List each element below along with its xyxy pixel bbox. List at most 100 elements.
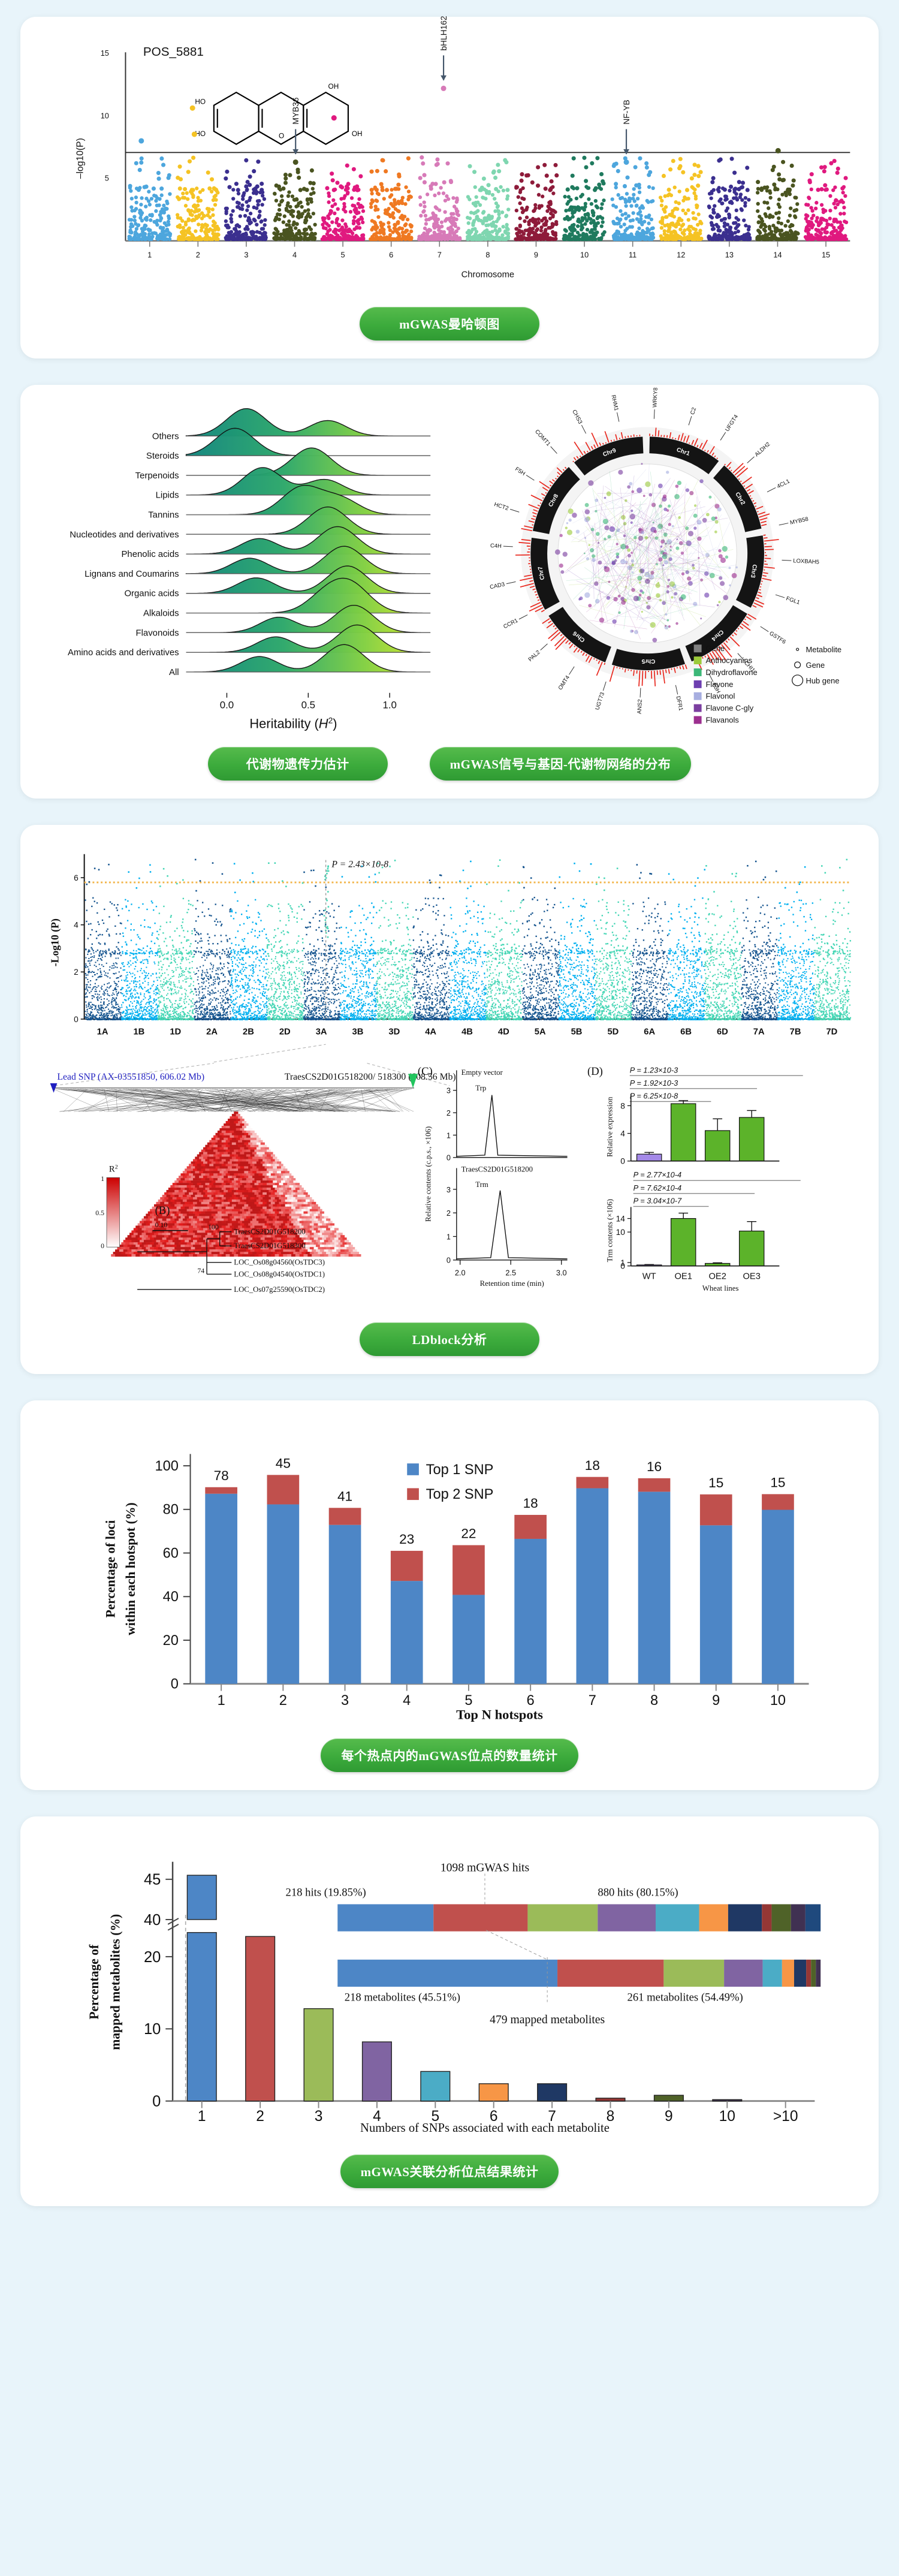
svg-text:Steroids: Steroids — [146, 451, 179, 461]
pill-mgwas-stats[interactable]: mGWAS关联分析位点结果统计 — [340, 2155, 559, 2188]
svg-text:Tannins: Tannins — [148, 511, 179, 520]
svg-text:Gene: Gene — [806, 661, 825, 670]
svg-text:3: 3 — [244, 250, 248, 259]
pill-row-mapped: mGWAS关联分析位点结果统计 — [37, 2155, 862, 2188]
mapped-overlay: 1098 mGWAS hits 218 hits (19.85%) 880 hi… — [285, 1861, 821, 2026]
svg-text:8: 8 — [485, 250, 490, 259]
overlay-label-left-top: 218 hits (19.85%) — [285, 1887, 366, 1899]
svg-text:7: 7 — [438, 250, 442, 259]
panel-b-tag: (B) — [155, 1204, 170, 1217]
pill-network-distribution[interactable]: mGWAS信号与基因-代谢物网络的分布 — [429, 747, 692, 781]
mapped-bar-chart: 0 10 20 40 45 1 2 3 4 5 6 7 8 9 10 >10 Percentage of m… — [37, 1832, 862, 2144]
svg-text:Gene: Gene — [706, 644, 725, 653]
svg-text:GSTF6: GSTF6 — [768, 630, 787, 646]
svg-text:HCT2: HCT2 — [493, 501, 509, 512]
gene-position-arrow-icon — [408, 1074, 418, 1088]
panel-b-phylogeny: (B) 0.10 100 74 TraesCS2D01G518200 — [137, 1204, 325, 1294]
panel-d-top-pvalues: P = 1.23×10-3P = 1.92×10-3P = 6.25×10-8 — [629, 1065, 803, 1102]
tree-branches — [137, 1231, 232, 1290]
panel-d-category-labels: WT OE1 OE2 OE3 — [642, 1272, 761, 1281]
svg-text:CCR1: CCR1 — [502, 617, 519, 631]
tree-leaf-2: LOC_Os08g04560(OsTDC3) — [234, 1258, 325, 1267]
card-ldblock: 0 2 4 6 -Log10 (P) 1A 1B 1D 2A 2B 2D 3A 3B 3D 4A 4B 4D… — [20, 825, 879, 1374]
svg-text:LOXBAH5: LOXBAH5 — [793, 558, 819, 565]
ridgeline-svg: Others Steroids Terpenoids Lipids Tannins Nuc… — [68, 408, 431, 731]
svg-text:1: 1 — [147, 250, 152, 259]
svg-text:O: O — [279, 132, 284, 140]
pill-heritability[interactable]: 代谢物遗传力估计 — [207, 747, 388, 781]
r2-color-key: R2 1 0.5 0 — [95, 1164, 120, 1250]
manhattan-xlabel: Chromosome — [461, 270, 514, 280]
svg-text:OH: OH — [352, 130, 363, 138]
svg-text:15: 15 — [101, 49, 109, 58]
panel-c-tag: (C) — [418, 1065, 433, 1078]
svg-text:WRKY8: WRKY8 — [651, 387, 659, 408]
pill-ldblock[interactable]: LDblock分析 — [360, 1322, 539, 1356]
panel-c-ylabel: Relative contents (c.p.s., ×106) — [424, 1126, 433, 1222]
card-mapped-metabolites: 0 10 20 40 45 1 2 3 4 5 6 7 8 9 10 >10 Percentage of m… — [20, 1816, 879, 2206]
tree-leaf-0: TraesCS2D01G518200 — [234, 1228, 305, 1236]
svg-text:F5H: F5H — [514, 466, 526, 477]
svg-text:11: 11 — [629, 250, 636, 259]
ld-fan-lines — [53, 1089, 414, 1112]
svg-text:5: 5 — [341, 250, 345, 259]
overlay-stacked-bar-top — [337, 1904, 821, 1932]
svg-text:UFGT4: UFGT4 — [724, 414, 740, 433]
svg-text:Flavone: Flavone — [706, 680, 734, 689]
svg-text:NF-YB: NF-YB — [622, 100, 631, 124]
svg-text:2: 2 — [74, 968, 79, 977]
heritability-ridgeline: Others Steroids Terpenoids Lipids Tannins Nuc… — [37, 400, 442, 736]
ld-chromosome-labels: 1A 1B 1D 2A 2B 2D 3A 3B 3D 4A 4B 4D 5A 5B 5D 6A 6B 6D 7A 7B… — [97, 1027, 838, 1037]
axis-break-icon — [167, 1918, 179, 1931]
overlay-title-top: 1098 mGWAS hits — [441, 1861, 529, 1874]
panel-d-bottom-ylabel: Trm contents (×106) — [605, 1199, 614, 1262]
pill-hotspot-stats[interactable]: 每个热点内的mGWAS位点的数量统计 — [321, 1739, 578, 1772]
tree-leaf-4: LOC_Os07g25590(OsTDC2) — [234, 1285, 325, 1294]
overlay-stacked-bar-bottom — [337, 1959, 821, 1987]
mapped-ylabel-line2: mapped metabolites (%) — [108, 1914, 123, 2050]
overlay-title-bottom: 479 mapped metabolites — [490, 2013, 605, 2026]
r2-legend-title: R2 — [109, 1164, 118, 1174]
panel-d-xlabel: Wheat lines — [702, 1284, 739, 1292]
svg-text:UGT73: UGT73 — [594, 691, 606, 710]
svg-text:HO: HO — [195, 130, 206, 138]
manhattan-x-ticks: 1 2 3 4 5 6 7 8 9 10 11 12 13 14 15 — [147, 240, 830, 259]
svg-text:Terpenoids: Terpenoids — [135, 471, 179, 481]
panel-d-bottom-pvalues: P = 2.77×10-4P = 7.62×10-4P = 3.04×10-7 — [633, 1170, 801, 1207]
ldblock-detail: Lead SNP (AX-03551850, 606.02 Mb) TraesC… — [37, 1044, 862, 1312]
tree-leaf-1: TraesCS2D01G518300 — [234, 1242, 305, 1250]
ld-y-ticks: 0 2 4 6 — [74, 873, 85, 1024]
panel-c-top-trace — [456, 1095, 568, 1157]
svg-text:6: 6 — [389, 250, 393, 259]
svg-text:DFR1: DFR1 — [674, 695, 684, 711]
lead-snp-marker-icon — [50, 1083, 58, 1093]
svg-text:4: 4 — [74, 921, 79, 930]
circos-network-nodes — [554, 463, 738, 643]
svg-text:Nucleotides and derivatives: Nucleotides and derivatives — [70, 530, 179, 540]
svg-text:MYB36: MYB36 — [291, 97, 300, 124]
svg-text:0.0: 0.0 — [220, 700, 234, 711]
ldblock-detail-svg: Lead SNP (AX-03551850, 606.02 Mb) TraesC… — [50, 1044, 803, 1294]
hotspot-x-ticks: 1 2 3 4 5 6 7 8 9 10 — [218, 1683, 786, 1708]
svg-text:OMT4: OMT4 — [557, 674, 571, 691]
pill-row-hotspots: 每个热点内的mGWAS位点的数量统计 — [37, 1739, 862, 1772]
manhattan-gene-annotations: MYB36 bHLH162 NF-YB — [291, 16, 631, 155]
svg-text:PAL2: PAL2 — [527, 649, 542, 663]
ldblock-manhattan: 0 2 4 6 -Log10 (P) 1A 1B 1D 2A 2B 2D 3A 3B 3D 4A 4B 4D… — [37, 840, 862, 1056]
svg-text:1.0: 1.0 — [382, 700, 396, 711]
pill-mgwas-manhattan[interactable]: mGWAS曼哈顿图 — [360, 307, 539, 341]
bootstrap-74: 74 — [197, 1266, 204, 1275]
zoom-guide-right — [367, 1063, 450, 1086]
panel-c-top-peak: Trp — [475, 1084, 486, 1092]
svg-text:Organic acids: Organic acids — [124, 589, 179, 599]
svg-text:COMT1: COMT1 — [533, 429, 551, 448]
svg-text:Flavonol: Flavonol — [706, 692, 735, 701]
panel-d-top-chart: 048 — [620, 1093, 780, 1166]
svg-text:Chr7: Chr7 — [537, 565, 546, 580]
